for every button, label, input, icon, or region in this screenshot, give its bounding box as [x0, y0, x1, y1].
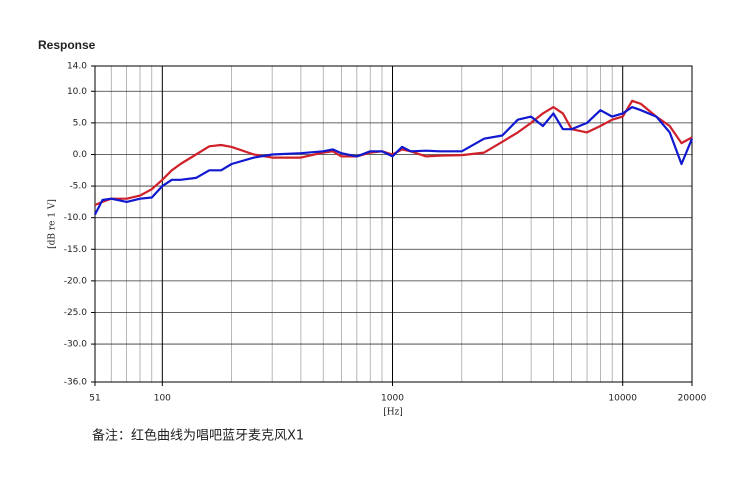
x-tick-label: 10000: [608, 394, 637, 404]
y-tick-label: -25.0: [64, 308, 88, 318]
y-tick-label: -5.0: [69, 182, 87, 192]
x-tick-label: 1000: [381, 394, 404, 404]
series-line: [94, 99, 693, 207]
x-tick-label: 20000: [678, 394, 707, 404]
y-tick-label: -20.0: [64, 276, 88, 286]
x-tick-label: 100: [154, 394, 171, 404]
series-line: [94, 105, 694, 216]
y-tick-label: 14.0: [67, 62, 87, 72]
x-tick-label: 51: [89, 394, 100, 404]
y-tick-label: 10.0: [67, 87, 87, 97]
y-tick-label: -10.0: [64, 213, 88, 223]
note: 备注：红色曲线为唱吧蓝牙麦克风X1: [92, 428, 304, 444]
y-tick-label: 5.0: [73, 118, 88, 128]
plot-frame: [94, 65, 693, 383]
y-tick-label: 0.0: [73, 150, 88, 160]
x-axis-label: [Hz]: [383, 408, 403, 418]
y-tick-label: -15.0: [64, 245, 88, 255]
y-tick-label: -36.0: [64, 378, 88, 388]
chart-title: Response: [38, 38, 96, 52]
y-tick-label: -30.0: [64, 340, 88, 350]
y-axis-label: [dB re 1 V]: [48, 199, 58, 249]
